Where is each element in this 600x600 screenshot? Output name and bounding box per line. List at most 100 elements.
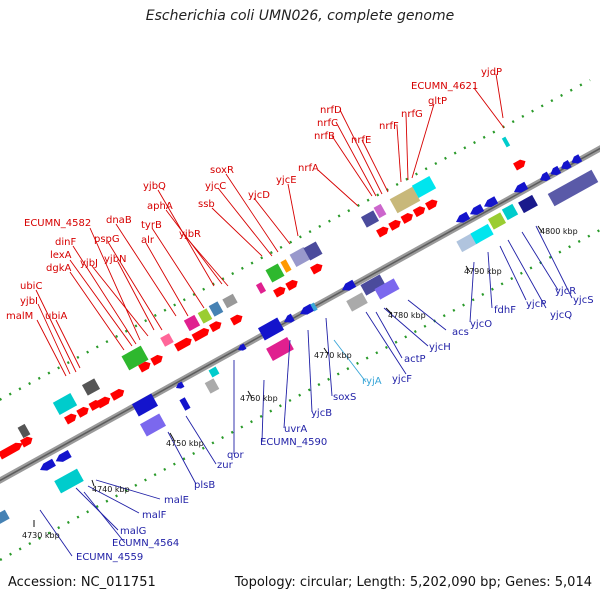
gene-label: malM [6, 311, 33, 322]
gene-label: yjcQ [550, 310, 572, 321]
gene-box [197, 308, 213, 324]
gene-arrow [412, 206, 426, 218]
gene-label: dgkA [46, 263, 71, 274]
gene-arrow [238, 343, 247, 351]
gene-arrow [514, 181, 529, 193]
gene-arrow [209, 321, 222, 333]
gene-box [255, 282, 267, 294]
gene-box [54, 468, 84, 494]
gene-label: ubiA [45, 311, 67, 322]
gene-arrow [456, 211, 471, 223]
gene-arrow [400, 213, 413, 224]
gene-box [310, 302, 318, 312]
gene-label: yjcO [470, 319, 492, 330]
gene-arrow [560, 160, 572, 170]
gene-box [280, 259, 292, 273]
gc-track-lower [0, 228, 600, 562]
gene-label: yjbJ [80, 258, 98, 269]
gene-label: lexA [50, 250, 72, 261]
gene-box [257, 317, 285, 341]
gene-label: actP [404, 354, 426, 365]
tick-label: 4800 kbp [540, 227, 578, 236]
gene-arrow [138, 361, 151, 373]
gene-label: ssb [198, 199, 215, 210]
gene-box [208, 366, 220, 378]
tick-marks [33, 225, 543, 527]
gene-arrow [40, 458, 56, 471]
gene-label: ECUMN_4590 [260, 437, 327, 448]
gene-arrow [150, 354, 163, 366]
gene-box [160, 333, 174, 347]
gene-box [389, 186, 421, 214]
gene-box [360, 210, 380, 228]
gene-label: soxS [333, 392, 356, 403]
gene-box [373, 203, 387, 219]
reverse-strand-genes [0, 154, 599, 525]
gene-box [131, 393, 159, 417]
gene-box [0, 509, 10, 525]
gene-label: fdhF [494, 305, 516, 316]
gene-box [17, 423, 31, 439]
gene-label: nrfD [320, 105, 342, 116]
gene-label: nrfG [401, 109, 423, 120]
gene-box [547, 169, 599, 207]
gene-arrow [388, 219, 401, 231]
gene-box [208, 301, 224, 317]
gene-box [411, 176, 437, 198]
gene-arrow [176, 381, 185, 389]
forward-strand-genes [0, 136, 526, 460]
gene-arrow [20, 436, 33, 448]
gene-label: gltP [428, 96, 447, 107]
gene-box [81, 378, 101, 396]
gene-label: nrfE [351, 135, 371, 146]
gene-box [139, 413, 167, 437]
gene-box [501, 136, 511, 148]
gene-arrow [285, 279, 298, 291]
tick-label: 4780 kbp [388, 311, 426, 320]
gene-label: yjcP [526, 299, 546, 310]
gene-label: yjbN [104, 254, 127, 265]
gene-label: yjcS [573, 295, 594, 306]
gene-box [518, 194, 538, 214]
rna-leader-line [333, 339, 367, 383]
gene-label: yjbR [179, 229, 201, 240]
gene-arrow [483, 196, 499, 208]
backbone [0, 145, 600, 484]
gene-label: malE [164, 495, 189, 506]
gene-label: yjcF [392, 374, 412, 385]
gene-box [222, 293, 238, 309]
gene-label: zur [217, 460, 234, 471]
gene-label: pspG [94, 234, 120, 245]
bottom-gene-labels: ECUMN_4559 malG ECUMN_4564 malF malE pls… [76, 286, 594, 563]
rna-label: ryjA [362, 376, 382, 387]
gene-label: nrfB [314, 131, 335, 142]
gene-arrow [284, 313, 295, 323]
gene-box [470, 223, 494, 245]
gene-label: yjbI [20, 296, 38, 307]
gene-label: acs [452, 327, 469, 338]
tick-label: 4750 kbp [166, 439, 204, 448]
gene-label: qor [227, 450, 244, 461]
gene-box [52, 393, 78, 415]
gene-label: yjcD [248, 190, 270, 201]
page-title: Escherichia coli UMN026, complete genome [145, 8, 455, 24]
gene-label: ECUMN_4582 [24, 218, 91, 229]
tick-labels: 4730 kbp 4740 kbp 4750 kbp 4760 kbp 4770… [22, 227, 578, 540]
gene-label: nrfA [298, 163, 319, 174]
tick-label: 4770 kbp [314, 351, 352, 360]
gene-arrow [273, 286, 286, 298]
gene-label: plsB [194, 480, 215, 491]
gene-arrow [540, 171, 551, 182]
gene-label: yjcE [276, 175, 297, 186]
tick-label: 4730 kbp [22, 531, 60, 540]
gene-arrow [310, 263, 323, 275]
gene-arrow [425, 199, 438, 211]
gene-label: ECUMN_4621 [411, 81, 478, 92]
gene-arrow [469, 203, 485, 215]
gene-box [289, 246, 311, 268]
gene-box [346, 292, 368, 312]
gene-box [266, 337, 294, 361]
gene-arrow [174, 337, 192, 352]
gene-box [303, 241, 323, 261]
